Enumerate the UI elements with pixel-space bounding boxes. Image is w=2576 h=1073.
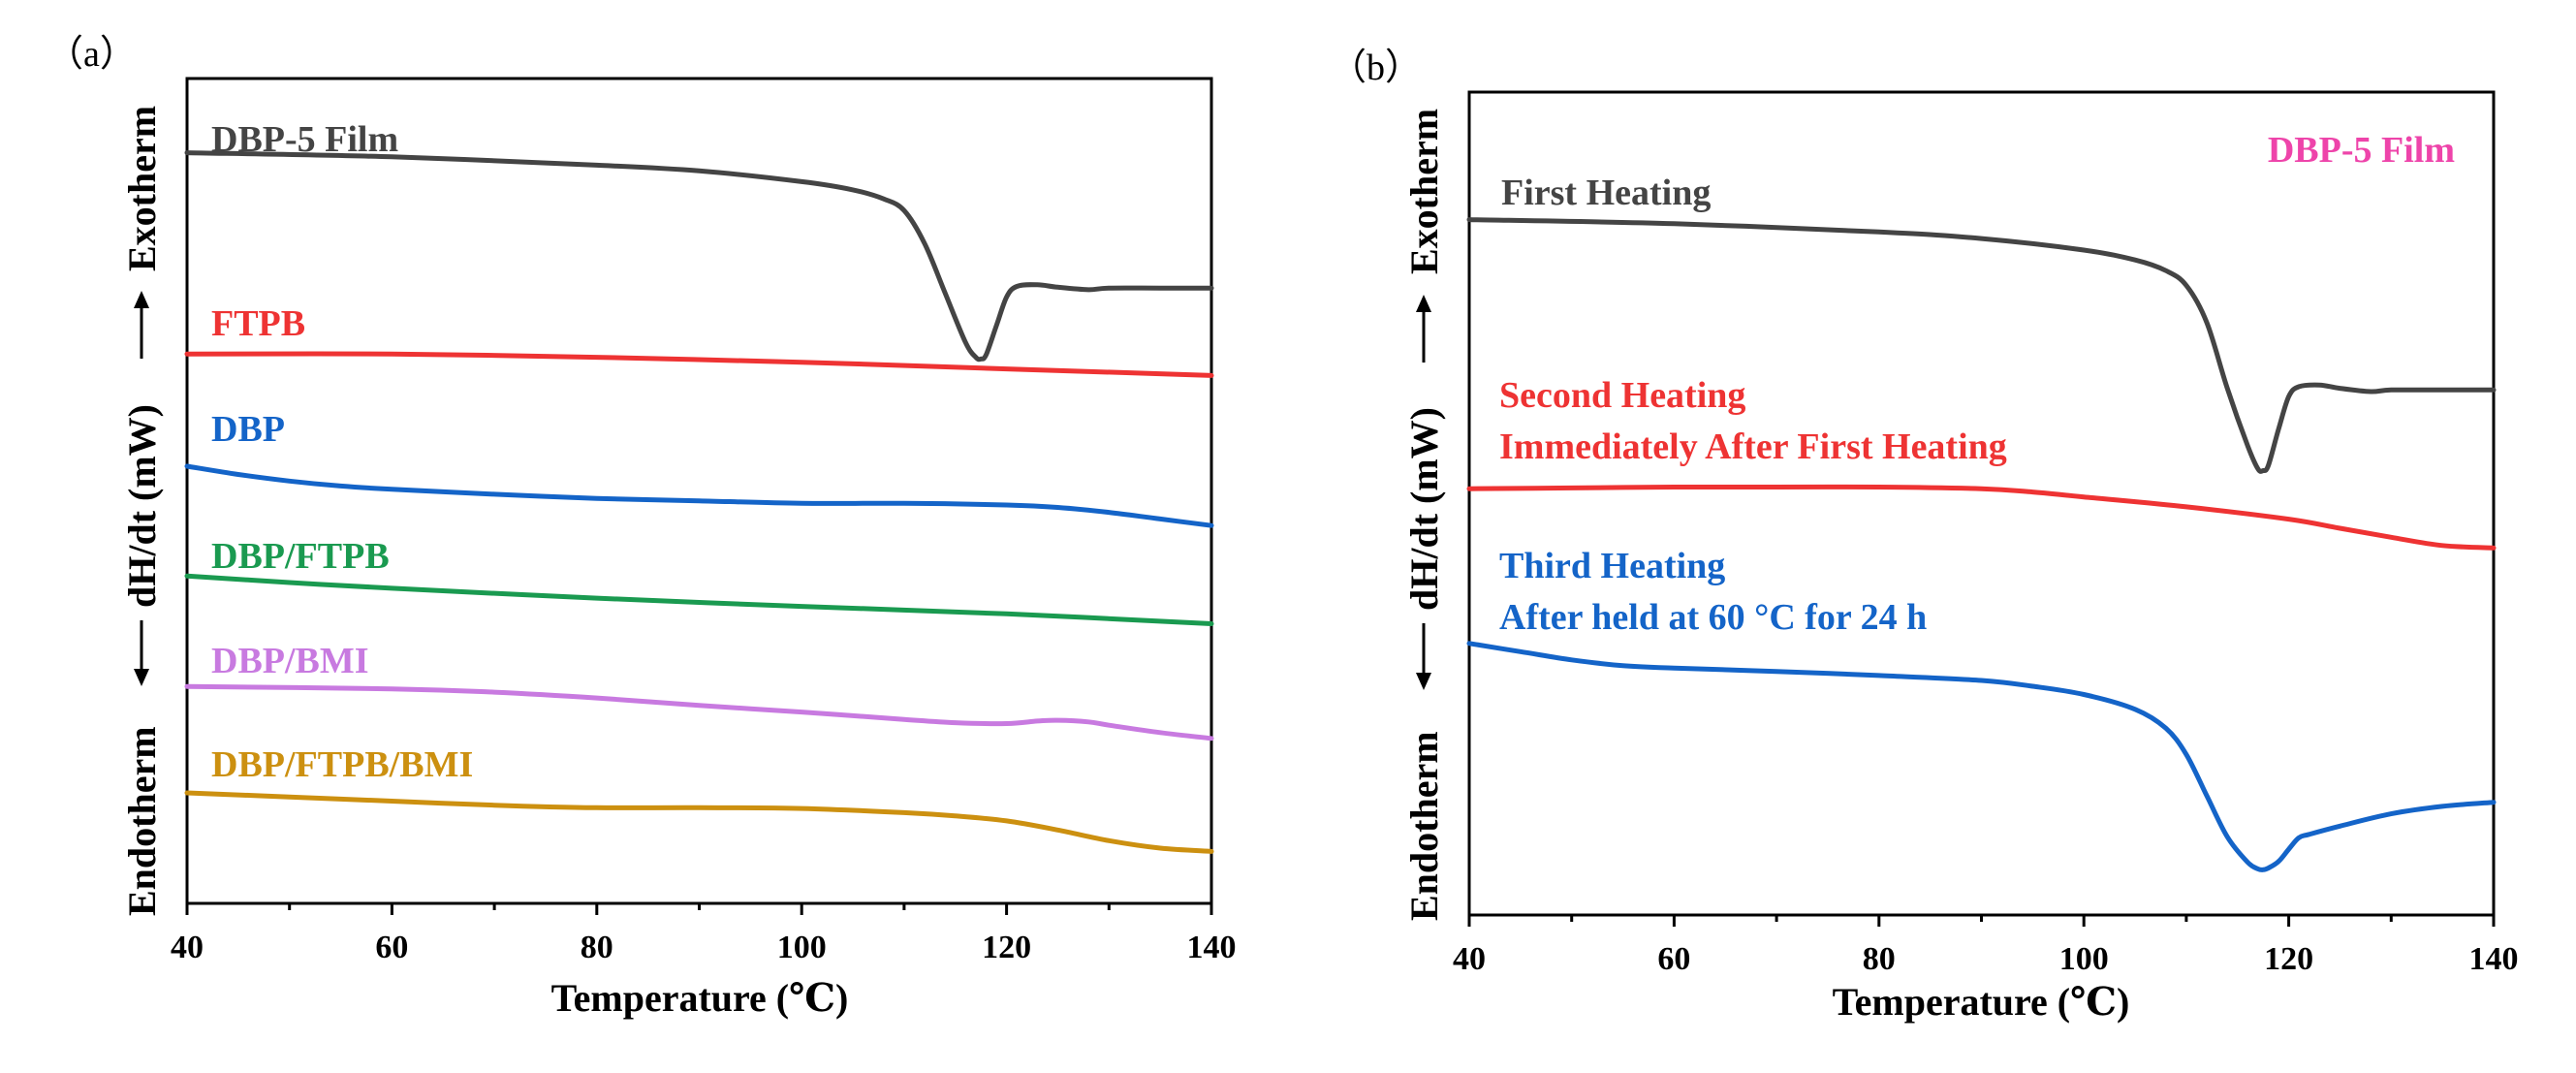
panel-a-x-tick-label-140: 140 [1187,930,1237,965]
panel-a-y-axis-title: Endotherm dH/dt (mW) Exotherm [120,106,164,916]
panel-a-series-line-ftpb [184,351,1214,378]
panel-b-series-label-second-heating-line-2: Immediately After First Heating [1499,426,2007,467]
panel-b-x-tick-label-60: 60 [1657,941,1690,977]
panel-a-series-label-dbp-ftpb-bmi: DBP/FTPB/BMI [211,744,473,785]
panel-b-series-line-third-heating [1466,641,2497,872]
panel-b-series-label-first-heating: First Heating [1501,173,1711,213]
panel-b-y-exotherm-label: Exotherm [1402,109,1446,274]
panel-a-series-line-dbp-ftpb [184,573,1214,626]
panel-a-series-label-dbp-ftpb: DBP/FTPB [211,536,390,577]
panel-a-series-line-dbp [184,463,1214,528]
panel-b-y-endotherm-label: Endotherm [1402,731,1446,921]
panel-a-series-group [184,150,1214,854]
panel-b-series-line-first-heating [1466,217,2497,474]
panel-b-plot-frame [1467,90,2496,917]
panel-b-y-middle-label: dH/dt (mW) [1402,407,1446,611]
panel-a-series-label-dbp-5-film: DBP-5 Film [211,119,398,160]
panel-b-x-axis-title: Temperature (℃) [1833,980,2130,1024]
panel-b-chart-title: DBP-5 Film [2268,130,2455,171]
panel-b: （b） DBP-5 Film 40 60 80 100 120 140 First Hea… [1330,47,2519,1024]
panel-b-series-labels: First Heating Second Heating Immediately A… [1499,173,2007,638]
panel-b-label: （b） [1330,47,1422,88]
panel-a-series-label-ftpb: FTPB [211,303,305,344]
panel-a-y-middle-label: dH/dt (mW) [120,404,164,608]
panel-a-label: （a） [47,34,137,75]
panel-a-x-tick-label-60: 60 [375,930,408,965]
panel-b-series-label-third-heating-line-2: After held at 60 °C for 24 h [1499,597,1927,638]
panel-b-x-tick-label-100: 100 [2059,941,2109,977]
panel-a-series-line-dbp-5-film [184,150,1214,363]
panel-a-x-tick-label-120: 120 [982,930,1031,965]
panel-a-series-line-dbp-bmi [184,683,1214,742]
panel-a-x-tick-label-80: 80 [581,930,613,965]
panel-a-series-line-dbp-ftpb-bmi [184,790,1214,854]
panel-b-y-arrow-down-head [1416,673,1431,690]
panel-b-x-tick-label-140: 140 [2469,941,2519,977]
panel-b-series-group [1466,217,2497,872]
panel-b-x-tick-label-80: 80 [1863,941,1896,977]
panel-a-x-tick-labels: 40 60 80 100 120 140 [171,930,1237,965]
panel-a-y-arrow-down-head [134,669,149,686]
panel-b-series-line-second-heating [1466,484,2497,551]
panel-a-series-labels: DBP-5 Film FTPB DBP DBP/FTPB DBP/BMI DBP/FTPB… [211,119,473,785]
panel-b-x-tick-label-40: 40 [1453,941,1486,977]
panel-a-x-axis-title: Temperature (℃) [551,976,849,1020]
panel-a-x-tick-label-40: 40 [171,930,204,965]
panel-a-y-arrow-up-head [134,291,149,308]
panel-b-y-arrow-up-head [1416,295,1431,312]
panel-a-x-ticks [185,903,1213,915]
panel-a-series-label-dbp-bmi: DBP/BMI [211,641,369,681]
panel-b-x-tick-labels: 40 60 80 100 120 140 [1453,941,2519,977]
panel-a-x-tick-label-100: 100 [777,930,827,965]
panel-b-y-axis-title: Endotherm dH/dt (mW) Exotherm [1402,109,1446,921]
panel-a-y-exotherm-label: Exotherm [120,106,164,271]
panel-a-y-endotherm-label: Endotherm [120,726,164,916]
panel-b-x-tick-label-120: 120 [2264,941,2313,977]
panel-a: （a） 40 60 80 100 120 140 DBP-5 FilmFTPBDBPDBP… [47,34,1237,1020]
panel-b-x-ticks [1467,915,2496,927]
panel-b-series-label-third-heating-line-1: Third Heating [1499,546,1725,586]
panel-a-series-label-dbp: DBP [211,409,285,450]
panel-b-series-label-second-heating-line-1: Second Heating [1499,375,1745,416]
